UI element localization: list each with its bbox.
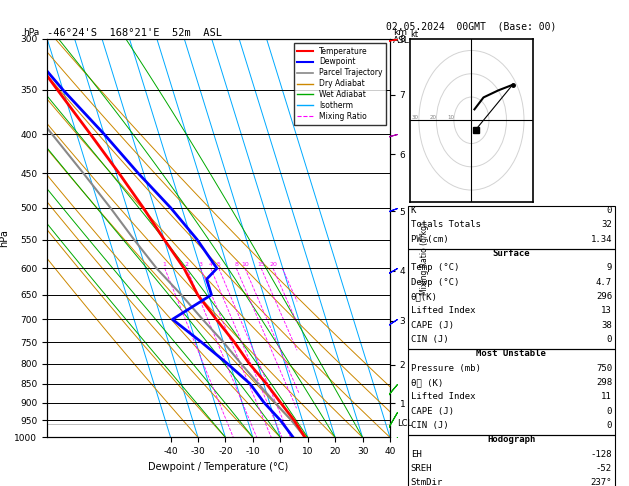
Text: 10: 10 xyxy=(241,262,249,267)
Text: CIN (J): CIN (J) xyxy=(411,421,448,430)
Text: 02.05.2024  00GMT  (Base: 00): 02.05.2024 00GMT (Base: 00) xyxy=(386,21,557,32)
Text: θᴇ (K): θᴇ (K) xyxy=(411,378,443,387)
Text: 1.34: 1.34 xyxy=(591,235,612,244)
Text: 298: 298 xyxy=(596,378,612,387)
Text: 8: 8 xyxy=(235,262,238,267)
Text: -46°24'S  168°21'E  52m  ASL: -46°24'S 168°21'E 52m ASL xyxy=(47,28,222,38)
Text: SREH: SREH xyxy=(411,464,432,473)
Text: 3: 3 xyxy=(199,262,203,267)
X-axis label: Dewpoint / Temperature (°C): Dewpoint / Temperature (°C) xyxy=(148,462,289,472)
Text: 11: 11 xyxy=(601,393,612,401)
Text: Pressure (mb): Pressure (mb) xyxy=(411,364,481,373)
Text: 2: 2 xyxy=(185,262,189,267)
Text: 32: 32 xyxy=(601,221,612,229)
Text: StmDir: StmDir xyxy=(411,478,443,486)
Text: Totals Totals: Totals Totals xyxy=(411,221,481,229)
Text: Lifted Index: Lifted Index xyxy=(411,306,476,315)
Text: 296: 296 xyxy=(596,292,612,301)
Text: hPa: hPa xyxy=(23,28,40,37)
Text: 0: 0 xyxy=(606,407,612,416)
Text: ASL: ASL xyxy=(393,36,410,45)
Text: kt: kt xyxy=(410,30,418,39)
Text: Hodograph: Hodograph xyxy=(487,435,535,445)
Text: 38: 38 xyxy=(601,321,612,330)
Text: 5: 5 xyxy=(217,262,221,267)
Text: Mixing Ratio (g/kg): Mixing Ratio (g/kg) xyxy=(420,222,429,295)
Text: 1: 1 xyxy=(163,262,167,267)
Text: EH: EH xyxy=(411,450,421,459)
Text: 0: 0 xyxy=(606,206,612,215)
Text: Lifted Index: Lifted Index xyxy=(411,393,476,401)
Text: Most Unstable: Most Unstable xyxy=(476,349,547,359)
Text: 20: 20 xyxy=(269,262,277,267)
Text: CAPE (J): CAPE (J) xyxy=(411,321,454,330)
Text: Dewp (°C): Dewp (°C) xyxy=(411,278,459,287)
Text: K: K xyxy=(411,206,416,215)
Text: 10: 10 xyxy=(447,115,454,121)
Text: CAPE (J): CAPE (J) xyxy=(411,407,454,416)
Text: 4.7: 4.7 xyxy=(596,278,612,287)
Text: 237°: 237° xyxy=(591,478,612,486)
Text: 9: 9 xyxy=(606,263,612,273)
Text: PW (cm): PW (cm) xyxy=(411,235,448,244)
Text: Temp (°C): Temp (°C) xyxy=(411,263,459,273)
Text: LCL: LCL xyxy=(397,419,412,428)
Text: Surface: Surface xyxy=(493,249,530,258)
Y-axis label: hPa: hPa xyxy=(0,229,9,247)
Text: -128: -128 xyxy=(591,450,612,459)
Text: 13: 13 xyxy=(601,306,612,315)
Text: 0: 0 xyxy=(606,421,612,430)
Text: -52: -52 xyxy=(596,464,612,473)
Text: 15: 15 xyxy=(257,262,265,267)
Text: 20: 20 xyxy=(430,115,437,121)
Text: 30: 30 xyxy=(412,115,419,121)
Text: CIN (J): CIN (J) xyxy=(411,335,448,344)
Text: 750: 750 xyxy=(596,364,612,373)
Text: 4: 4 xyxy=(209,262,213,267)
Legend: Temperature, Dewpoint, Parcel Trajectory, Dry Adiabat, Wet Adiabat, Isotherm, Mi: Temperature, Dewpoint, Parcel Trajectory… xyxy=(294,43,386,125)
Text: km: km xyxy=(393,28,408,37)
Text: 0: 0 xyxy=(606,335,612,344)
Text: θᴇ(K): θᴇ(K) xyxy=(411,292,438,301)
